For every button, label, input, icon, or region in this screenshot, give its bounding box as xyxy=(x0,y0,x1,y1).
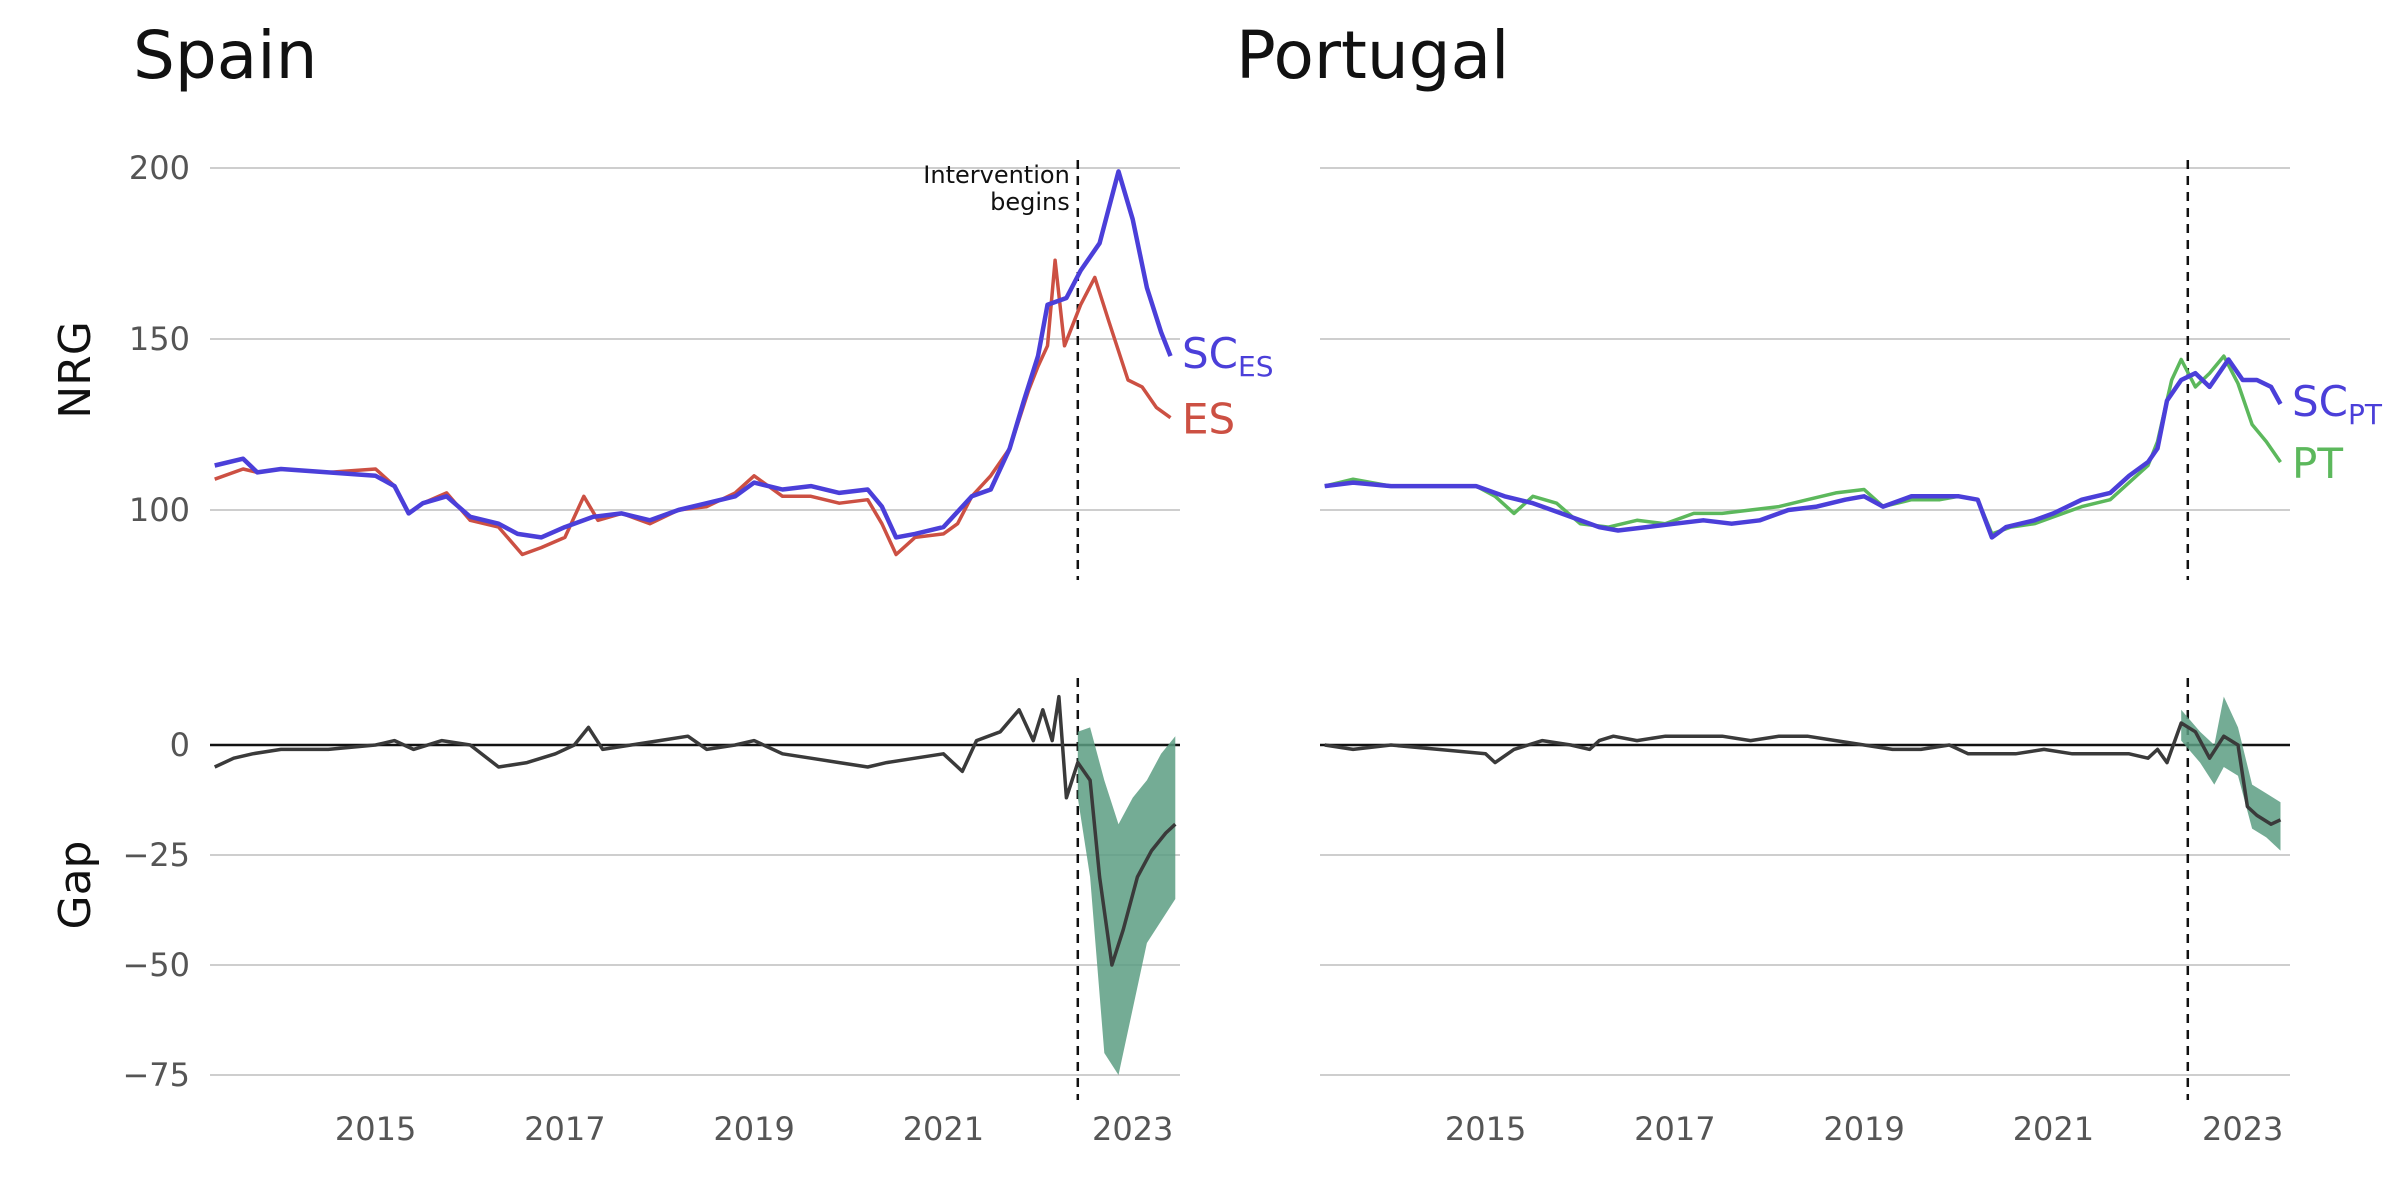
portugal-series-line-sc xyxy=(1324,357,2283,540)
spain-gap-ytick-label: −25 xyxy=(122,836,190,874)
intervention-annotation-line1: Intervention xyxy=(923,161,1069,189)
spain-panel-title: Spain xyxy=(133,17,317,94)
spain-xtick-label: 2021 xyxy=(903,1110,984,1148)
spain-gap-line xyxy=(213,694,1177,967)
spain-series-label-es: ES xyxy=(1182,395,1235,444)
portugal-xtick-label: 2015 xyxy=(1445,1110,1526,1148)
spain-nrg-ytick-label: 200 xyxy=(129,149,190,187)
spain-xtick-label: 2023 xyxy=(1092,1110,1173,1148)
spain-series-label-main: SC xyxy=(1182,329,1238,378)
spain-xtick-label: 2019 xyxy=(713,1110,794,1148)
spain-gap-ytick-label: −50 xyxy=(122,946,190,984)
spain-nrg-axis-label: NRG xyxy=(50,321,101,419)
spain-gap-axis-label: Gap xyxy=(50,841,101,930)
portugal-gap-line xyxy=(1324,721,2282,826)
spain-gap-confidence-band xyxy=(1077,727,1176,1075)
spain-series-label-main: ES xyxy=(1182,395,1235,444)
portugal-series-label-main: PT xyxy=(2292,439,2343,488)
portugal-series-label-sc: SCPT xyxy=(2292,377,2383,431)
portugal-xtick-label: 2019 xyxy=(1823,1110,1904,1148)
portugal-gap-confidence-band xyxy=(2181,696,2281,851)
portugal-series-label-sub: PT xyxy=(2348,398,2383,431)
spain-nrg-ytick-label: 100 xyxy=(129,491,190,529)
spain-nrg-ytick-label: 150 xyxy=(129,320,190,358)
portugal-xtick-label: 2023 xyxy=(2202,1110,2283,1148)
spain-series-line-sc xyxy=(214,169,1173,540)
spain-xtick-label: 2017 xyxy=(524,1110,605,1148)
portugal-series-label-main: SC xyxy=(2292,377,2348,426)
portugal-panel-title: Portugal xyxy=(1236,17,1509,94)
portugal-series-label-pt: PT xyxy=(2292,439,2343,488)
intervention-annotation-line2: begins xyxy=(990,188,1070,216)
portugal-xtick-label: 2017 xyxy=(1634,1110,1715,1148)
spain-gap-ytick-label: 0 xyxy=(170,726,190,764)
portugal-xtick-label: 2021 xyxy=(2013,1110,2094,1148)
portugal-series-line-pt xyxy=(1324,354,2282,536)
spain-series-label-sc: SCES xyxy=(1182,329,1273,383)
spain-xtick-label: 2015 xyxy=(335,1110,416,1148)
spain-series-label-sub: ES xyxy=(1238,350,1273,383)
spain-gap-ytick-label: −75 xyxy=(122,1056,190,1094)
